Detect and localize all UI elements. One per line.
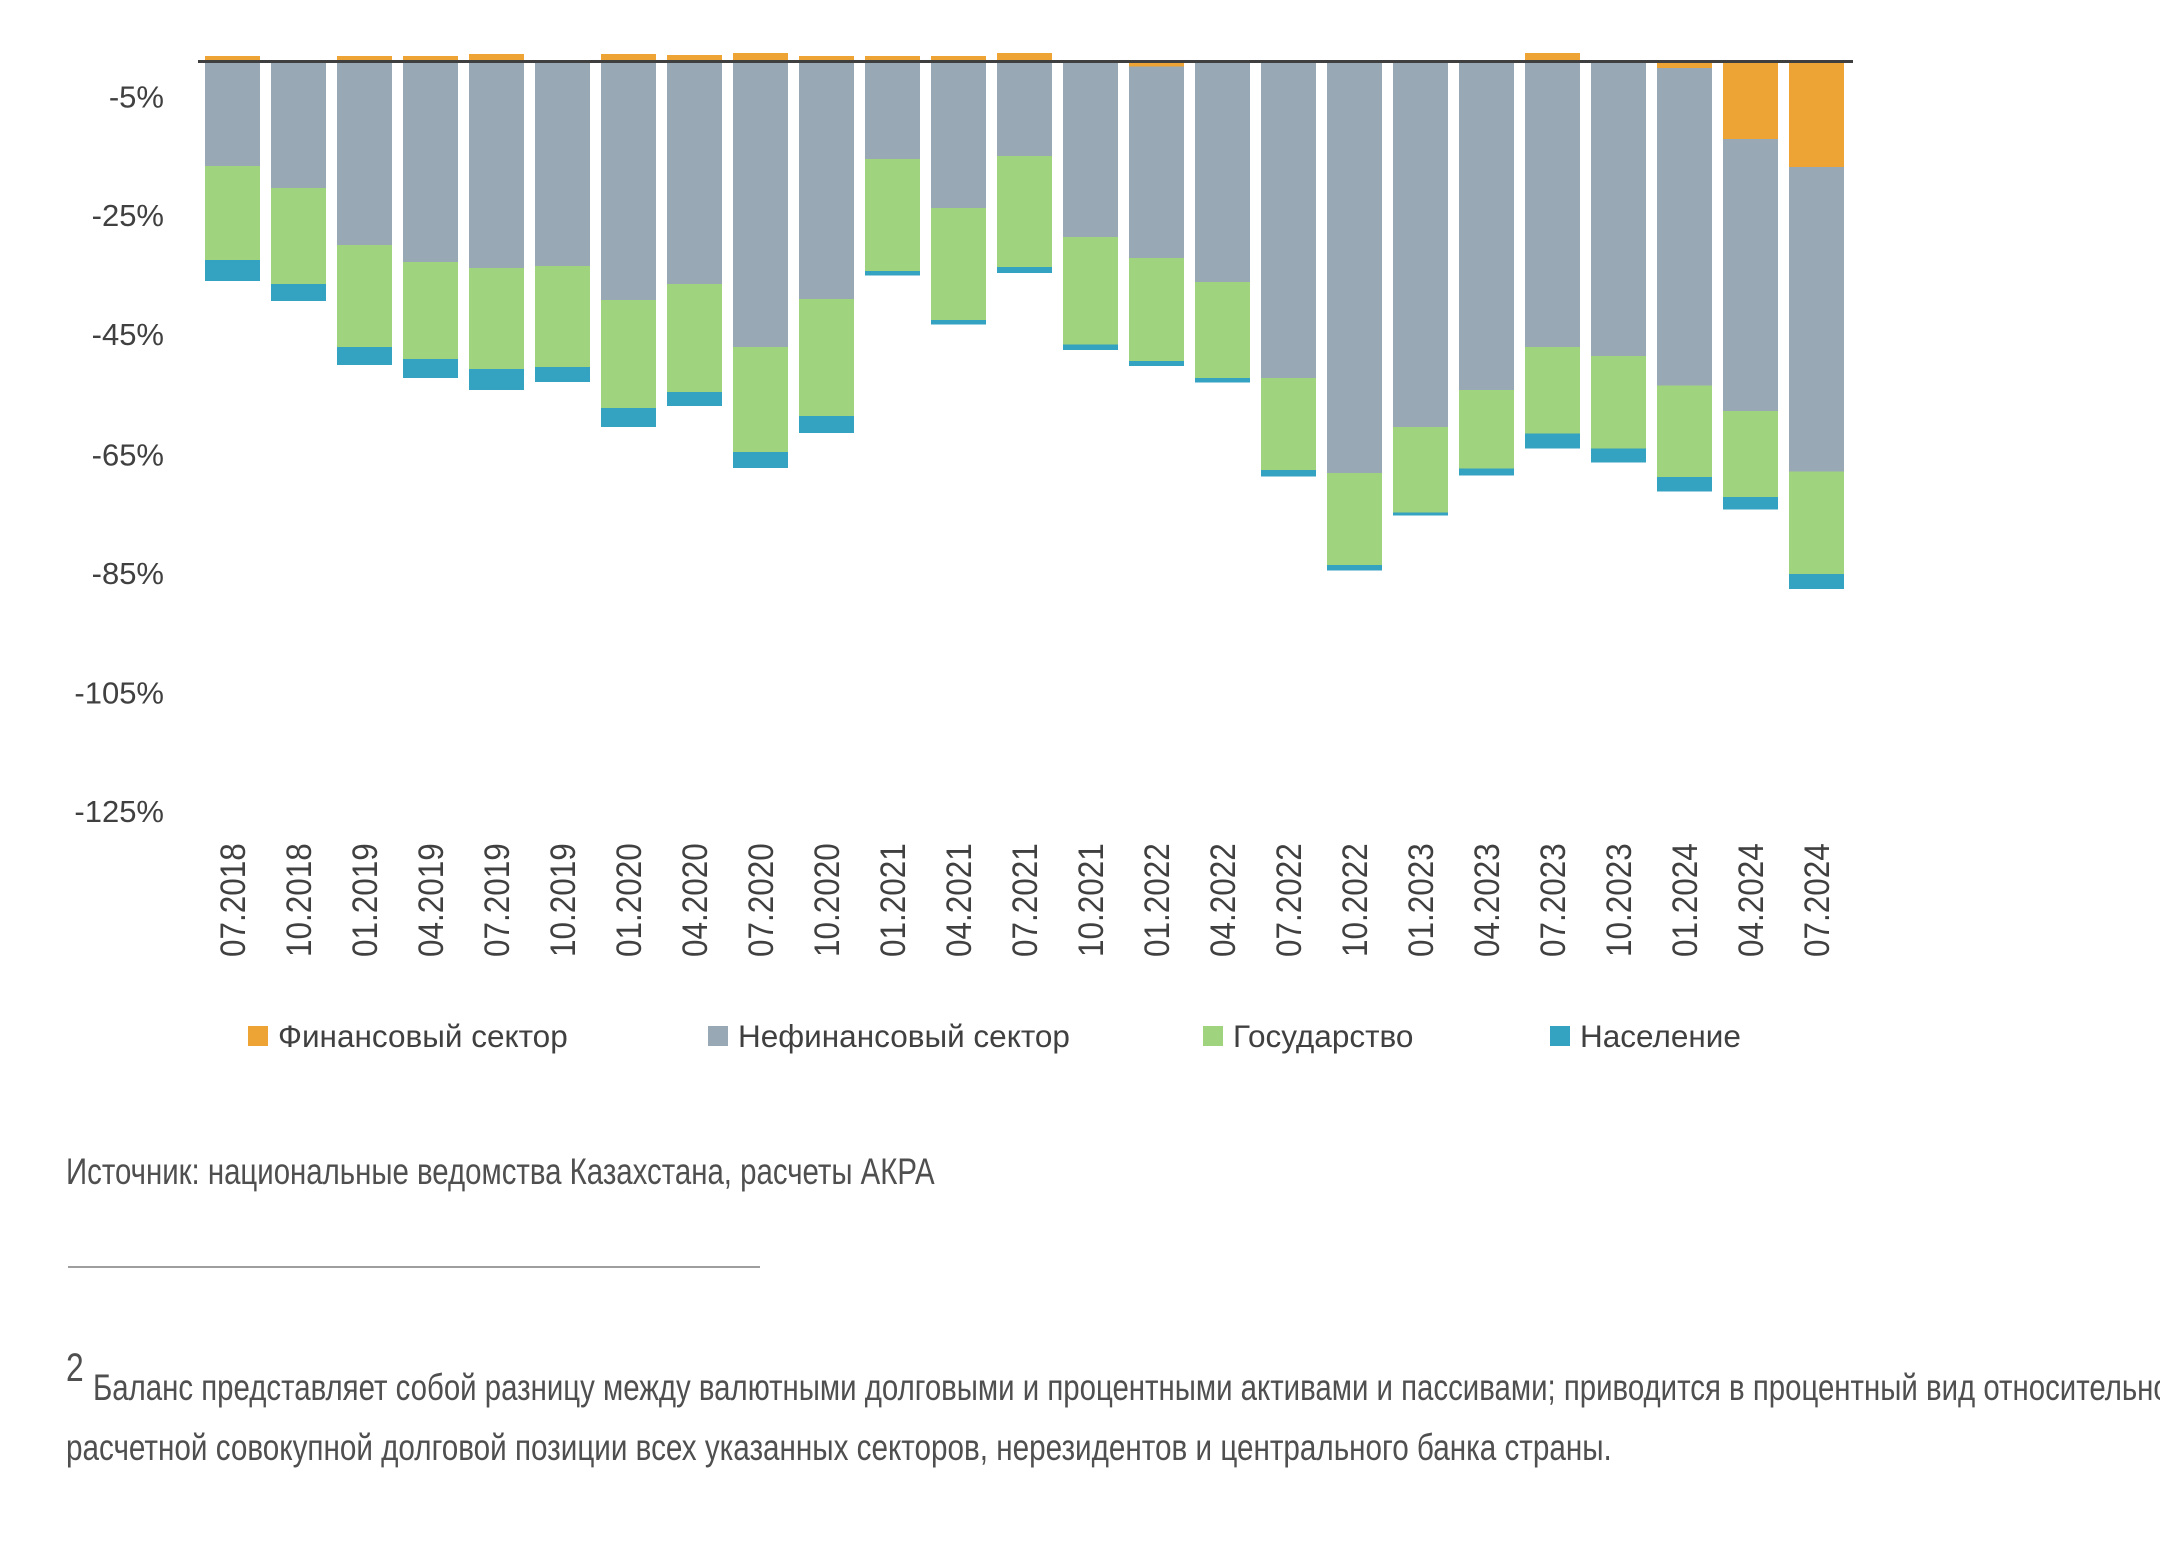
svg-text:04.2024: 04.2024 [1732, 843, 1771, 957]
svg-text:04.2019: 04.2019 [412, 843, 451, 957]
svg-text:Баланс представляет собой разн: Баланс представляет собой разницу между … [93, 1368, 2160, 1409]
svg-text:07.2023: 07.2023 [1534, 843, 1573, 957]
svg-text:04.2023: 04.2023 [1468, 843, 1507, 957]
svg-text:01.2020: 01.2020 [610, 843, 649, 957]
svg-text:-105%: -105% [74, 676, 164, 711]
svg-text:07.2020: 07.2020 [742, 843, 781, 957]
svg-text:расчетной совокупной долговой: расчетной совокупной долговой позиции вс… [66, 1428, 1612, 1469]
svg-text:04.2021: 04.2021 [940, 843, 979, 957]
svg-text:Население: Население [1580, 1018, 1741, 1054]
svg-text:-85%: -85% [92, 556, 164, 591]
svg-text:-45%: -45% [92, 317, 164, 352]
svg-text:10.2021: 10.2021 [1072, 843, 1111, 957]
svg-text:Источник: национальные ведомст: Источник: национальные ведомства Казахст… [66, 1152, 935, 1193]
svg-text:01.2024: 01.2024 [1666, 843, 1705, 957]
svg-text:01.2021: 01.2021 [874, 843, 913, 957]
svg-text:-25%: -25% [92, 198, 164, 233]
svg-text:-125%: -125% [74, 794, 164, 829]
svg-text:07.2021: 07.2021 [1006, 843, 1045, 957]
svg-text:Финансовый сектор: Финансовый сектор [278, 1018, 568, 1054]
svg-text:07.2019: 07.2019 [478, 843, 517, 957]
svg-text:04.2022: 04.2022 [1204, 843, 1243, 957]
svg-text:10.2020: 10.2020 [808, 843, 847, 957]
svg-text:2: 2 [66, 1344, 84, 1389]
svg-text:-65%: -65% [92, 438, 164, 473]
svg-text:01.2023: 01.2023 [1402, 843, 1441, 957]
svg-text:10.2022: 10.2022 [1336, 843, 1375, 957]
svg-text:07.2018: 07.2018 [214, 843, 253, 957]
svg-text:Нефинансовый сектор: Нефинансовый сектор [738, 1018, 1070, 1054]
svg-text:10.2019: 10.2019 [544, 843, 583, 957]
svg-text:07.2024: 07.2024 [1798, 843, 1837, 957]
svg-text:01.2019: 01.2019 [346, 843, 385, 957]
svg-text:07.2022: 07.2022 [1270, 843, 1309, 957]
svg-text:10.2018: 10.2018 [280, 843, 319, 957]
svg-text:10.2023: 10.2023 [1600, 843, 1639, 957]
svg-text:04.2020: 04.2020 [676, 843, 715, 957]
svg-text:-5%: -5% [109, 80, 164, 115]
svg-text:01.2022: 01.2022 [1138, 843, 1177, 957]
svg-text:Государство: Государство [1233, 1018, 1413, 1054]
